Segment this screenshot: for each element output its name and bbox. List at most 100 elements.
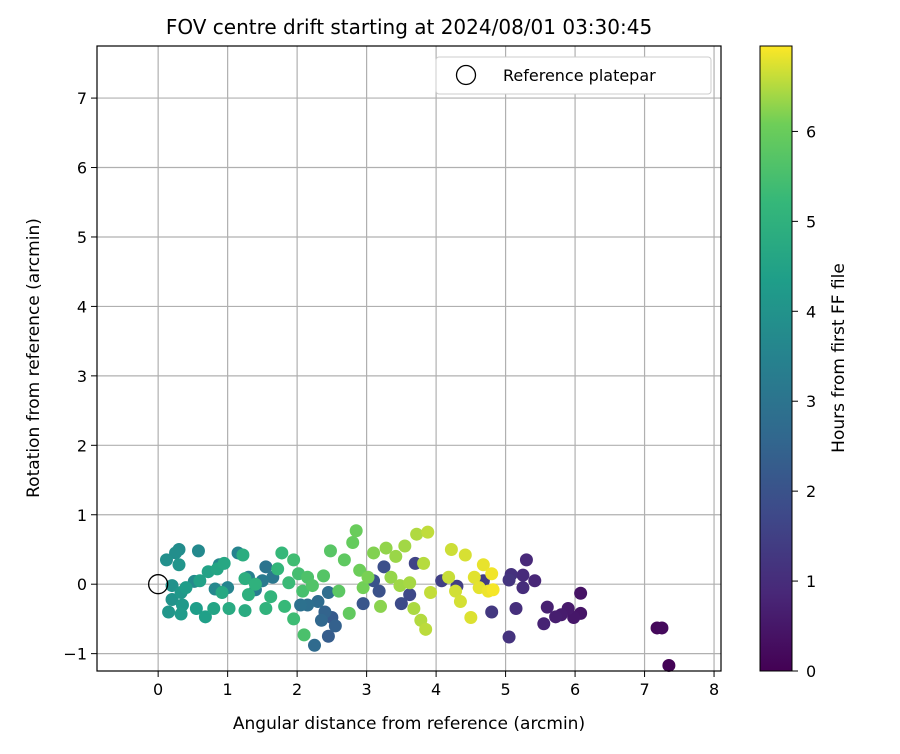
data-point (305, 579, 319, 593)
x-tick-label: 1 (223, 680, 233, 699)
data-point (238, 604, 252, 618)
data-point (407, 602, 421, 615)
colorbar-tick-label: 6 (806, 122, 816, 141)
data-point (332, 584, 346, 598)
data-point (421, 525, 435, 539)
data-point (321, 586, 335, 600)
data-point (394, 597, 408, 611)
data-point (502, 630, 516, 644)
data-point (248, 577, 262, 591)
data-points (159, 524, 676, 672)
data-point (485, 567, 499, 581)
x-tick-label: 7 (639, 680, 649, 699)
data-point (476, 558, 490, 572)
y-tick-label: −1 (63, 645, 87, 664)
data-point (321, 629, 335, 643)
data-point (238, 572, 252, 586)
legend-label-reference: Reference platepar (503, 66, 656, 85)
data-point (198, 610, 212, 624)
y-tick-label: 7 (77, 89, 87, 108)
reference-platepar-marker (147, 574, 169, 595)
y-tick-label: 1 (77, 506, 87, 525)
data-point (519, 553, 533, 567)
data-point (486, 583, 500, 597)
colorbar: 0 1 2 3 4 5 6 Hours from first FF file (759, 45, 849, 681)
y-tick-label: 0 (77, 575, 87, 594)
data-point (389, 549, 403, 563)
data-point (356, 597, 370, 611)
data-point (467, 570, 481, 584)
data-point (278, 599, 292, 613)
data-point (271, 562, 285, 576)
data-point (410, 527, 424, 541)
colorbar-tick-label: 5 (806, 212, 816, 231)
data-point (384, 570, 398, 584)
x-tick-label: 8 (709, 680, 719, 699)
data-point (655, 621, 669, 635)
data-point (537, 617, 551, 631)
data-point (287, 553, 301, 567)
data-point (165, 579, 179, 593)
data-point (379, 541, 393, 555)
data-point (259, 602, 273, 615)
data-point (323, 544, 337, 558)
colorbar-tick-label: 0 (806, 662, 816, 681)
colorbar-ticks: 0 1 2 3 4 5 6 (792, 122, 816, 681)
legend-box (435, 56, 712, 95)
x-axis-label: Angular distance from reference (arcmin) (233, 714, 585, 734)
colorbar-tick-label: 4 (806, 302, 816, 321)
legend-marker-reference (455, 64, 477, 86)
data-point (282, 576, 296, 590)
data-point (549, 610, 563, 624)
chart-title: FOV centre drift starting at 2024/08/01 … (166, 15, 652, 39)
x-tick-label: 0 (153, 680, 163, 699)
y-tick-label: 2 (77, 436, 87, 455)
data-point (516, 568, 530, 582)
data-point (516, 581, 530, 595)
data-point (528, 574, 542, 588)
axis-ticks: 0 1 2 3 4 5 6 7 8 −1 0 1 2 3 4 5 6 7 (63, 89, 719, 699)
data-point (296, 584, 310, 598)
data-point (179, 581, 193, 595)
data-point (374, 599, 388, 613)
data-point (162, 605, 176, 619)
colorbar-tick-label: 1 (806, 572, 816, 591)
data-point (361, 570, 375, 584)
x-tick-label: 3 (362, 680, 372, 699)
x-tick-label: 6 (570, 680, 580, 699)
data-point (207, 602, 221, 615)
data-point (311, 595, 325, 609)
data-point (172, 558, 186, 572)
data-point (403, 576, 417, 590)
data-point (174, 607, 188, 621)
data-point (509, 602, 523, 615)
data-point (403, 588, 417, 602)
data-point (453, 595, 467, 609)
data-point (424, 586, 438, 600)
data-point (241, 588, 255, 602)
data-point (346, 536, 360, 550)
data-point (442, 570, 456, 584)
data-point (419, 622, 433, 636)
data-point (294, 598, 308, 612)
colorbar-gradient (759, 45, 793, 672)
y-tick-label: 3 (77, 367, 87, 386)
data-point (217, 556, 231, 570)
data-point (356, 581, 370, 595)
data-point (236, 548, 250, 562)
data-point (287, 612, 301, 626)
data-point (314, 613, 328, 627)
data-point (540, 600, 554, 614)
data-point (215, 586, 229, 600)
x-tick-label: 2 (292, 680, 302, 699)
data-point (464, 611, 478, 625)
data-point (317, 569, 331, 583)
data-point (307, 638, 321, 652)
data-point (417, 556, 431, 570)
y-axis-label: Rotation from reference (arcmin) (24, 218, 44, 498)
y-tick-label: 6 (77, 159, 87, 178)
data-point (165, 592, 179, 606)
data-point (662, 658, 676, 672)
data-point (377, 560, 391, 574)
